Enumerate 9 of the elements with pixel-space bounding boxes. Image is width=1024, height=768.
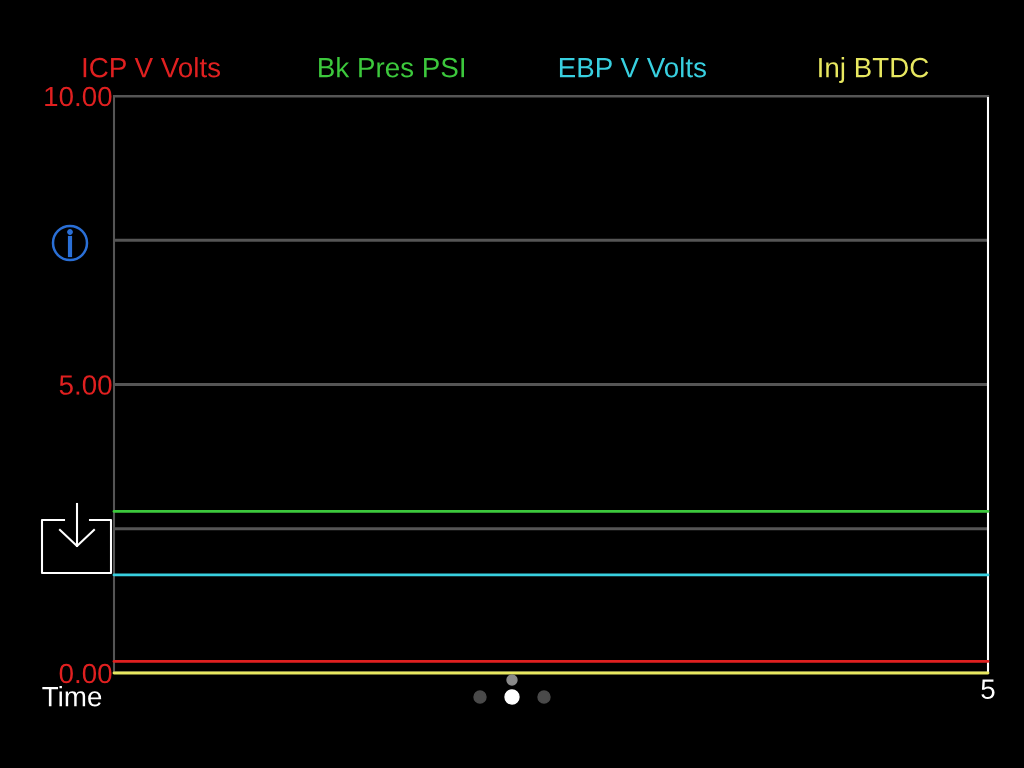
- text: ICP V Volts: [83, 57, 221, 78]
- text: Inj BTDC: [819, 57, 929, 83]
- text: Bk Pres PSI: [319, 57, 464, 78]
- y-tick-label: 0.00: [59, 663, 112, 684]
- x-tick-label: 5: [981, 679, 995, 699]
- y-tick-label: 10.00: [45, 86, 112, 107]
- text: EBP V Volts: [559, 57, 706, 78]
- x-axis-title: Time: [42, 686, 102, 707]
- y-tick-label: 5.00: [59, 375, 112, 395]
